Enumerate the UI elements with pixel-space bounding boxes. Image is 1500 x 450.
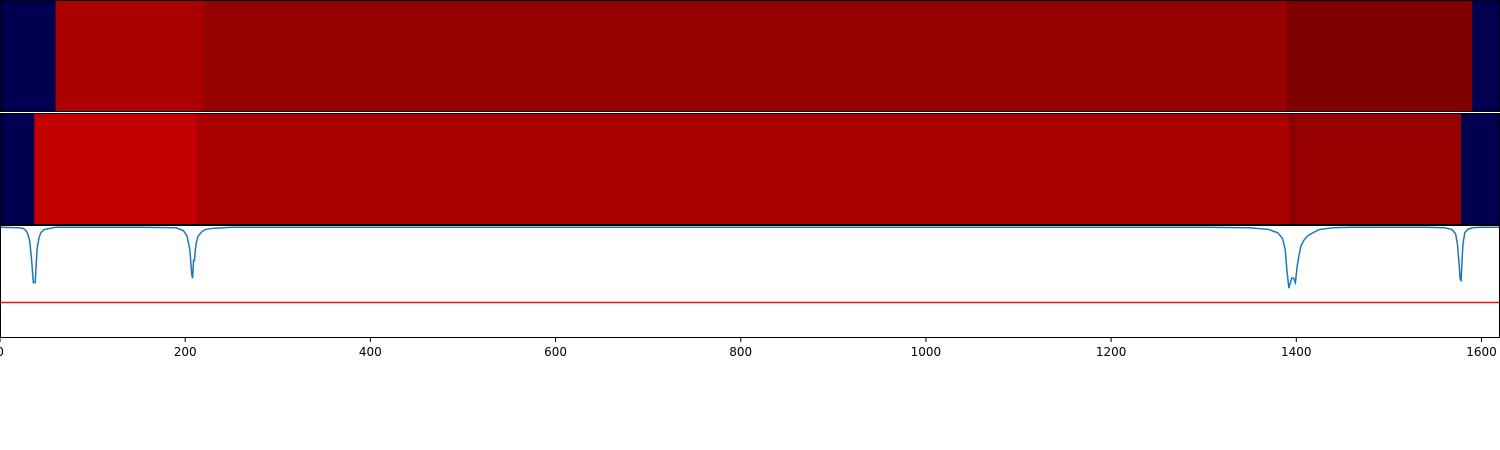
signal-line [0, 226, 1500, 289]
x-tick-label-7: 1400 [1281, 345, 1312, 359]
track-1-segment-5 [1461, 113, 1500, 225]
x-tick-label-2: 400 [359, 345, 382, 359]
track-0-segment-4 [1472, 0, 1500, 112]
x-tick-label-1: 200 [174, 345, 197, 359]
track-1-segment-0 [0, 113, 35, 225]
track-1-segment-1 [34, 113, 197, 225]
track-0-segment-0 [0, 0, 57, 112]
track-0-segment-1 [55, 0, 205, 112]
x-tick-label-5: 1000 [911, 345, 942, 359]
x-tick-label-6: 1200 [1096, 345, 1127, 359]
segment-track-top [0, 0, 1500, 112]
signal-panel-background [0, 225, 1500, 338]
x-tick-label-0: 0 [0, 345, 4, 359]
track-0-segment-2 [203, 0, 1288, 112]
signal-panel [0, 225, 1500, 338]
track-1-segment-4 [1295, 113, 1462, 225]
x-tick-label-4: 800 [729, 345, 752, 359]
x-tick-label-3: 600 [544, 345, 567, 359]
track-0-segment-3 [1287, 0, 1473, 112]
segment-track-bottom [0, 113, 1500, 225]
track-1-segment-2 [196, 113, 1290, 225]
x-tick-label-8: 1600 [1466, 345, 1497, 359]
track-1-segment-3 [1288, 113, 1296, 225]
x-axis: 0 200 400 600 800 1000 1200 1400 1600 [0, 338, 1497, 359]
